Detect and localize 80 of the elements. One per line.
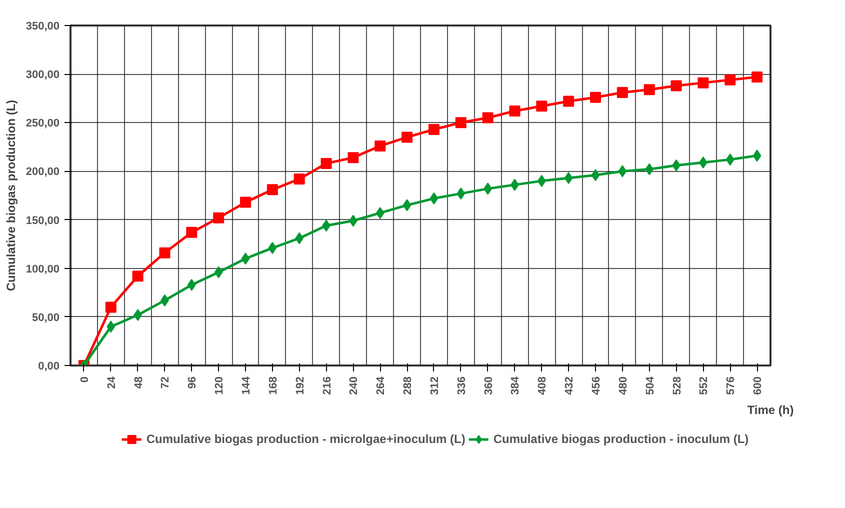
x-tick-label: 168 [267,376,280,395]
x-tick-label: 336 [456,376,468,395]
point [402,199,412,212]
x-tick-label: 552 [698,376,710,395]
x-tick-label: 456 [590,376,602,395]
x-tick-label: 216 [321,376,334,395]
point [591,169,600,182]
point [726,154,734,166]
point [132,270,144,282]
x-tick-label: 528 [671,376,684,395]
x-tick-label: 432 [564,376,576,395]
x-tick-label: 384 [510,376,522,395]
x-tick-label: 240 [348,376,360,395]
point [240,196,251,208]
x-tick-label: 0 [78,376,91,383]
y-tick-label: 350,00 [26,20,60,32]
point [455,117,466,128]
x-tick-label: 72 [160,376,172,389]
point [320,158,332,169]
y-tick-label: 150,00 [26,214,60,227]
point [268,242,277,254]
y-axis-title: Cumulative biogas production (L) [4,100,18,292]
y-tick-label: 200,00 [26,166,60,178]
point [376,206,384,219]
y-tick-label: 250,00 [26,118,60,130]
x-tick-label: 504 [644,376,656,395]
point [564,172,573,184]
point [752,71,763,82]
point [645,163,654,176]
x-tick-label: 120 [214,376,226,395]
point [752,150,762,162]
legend-label: Cumulative biogas production - microlgae+inoculum (L) [146,432,466,446]
point [670,80,682,92]
x-tick-label: 288 [402,376,414,395]
x-axis-title: Time (h) [747,402,794,417]
point [213,212,224,224]
legend-label: Cumulative biogas production - inoculum (L) [493,432,749,446]
point [374,140,386,152]
point [105,302,116,313]
point [186,226,198,238]
x-tick-label: 312 [428,376,441,395]
x-tick-label: 192 [294,376,306,395]
point [509,105,520,116]
x-tick-label: 600 [752,376,764,395]
point [187,278,196,291]
point [644,84,655,96]
point [266,184,278,196]
point [698,77,709,88]
x-tick-label: 264 [375,376,388,395]
x-tick-label: 480 [617,376,630,395]
point [616,87,628,98]
point [402,132,413,143]
point [590,92,601,103]
x-tick-label: 24 [106,376,118,389]
y-tick-label: 50,00 [32,312,60,324]
point [482,112,494,124]
point [295,232,304,244]
x-tick-label: 144 [240,376,252,395]
point [456,188,466,200]
point [618,165,627,178]
x-tick-label: 360 [482,376,495,395]
point [348,152,359,164]
point [241,252,250,265]
point [294,173,305,184]
x-tick-label: 96 [186,376,199,389]
point [563,96,574,107]
y-tick-label: 300,00 [26,69,60,82]
y-tick-label: 0,00 [38,360,60,372]
point [214,266,223,278]
point [159,247,170,258]
x-tick-label: 576 [725,376,738,395]
point [536,100,548,112]
x-tick-label: 48 [132,376,145,389]
point [428,124,440,135]
y-tick-label: 100,00 [26,263,60,276]
point [537,174,546,187]
x-tick-label: 408 [536,376,549,395]
point [724,74,736,86]
point [430,192,438,204]
point [106,320,116,333]
